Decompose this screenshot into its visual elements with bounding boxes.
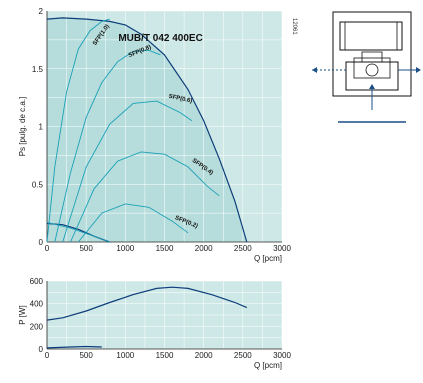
y-tick-label: 600 xyxy=(30,277,44,286)
x-axis-label: Q [pcm] xyxy=(254,361,282,370)
y-tick-label: 0 xyxy=(39,238,44,247)
x-tick-label: 3000 xyxy=(273,244,291,253)
series-SFP(1.0) xyxy=(46,18,110,243)
series-line xyxy=(46,345,102,349)
power-chart: 0 500 1000 1500 2000 2500 3000 0 200 400 600 Q [pcm… xyxy=(18,277,291,370)
x-tick-label: 1500 xyxy=(156,351,174,360)
series-SFP(0.6) xyxy=(62,100,193,243)
x-tick-label: 3000 xyxy=(273,351,291,360)
x-axis-label: Q [pcm] xyxy=(254,254,282,263)
series-line xyxy=(46,221,110,243)
x-tick-label: 1500 xyxy=(156,244,174,253)
x-tick-label: 1000 xyxy=(116,351,134,360)
right-arrow-icon xyxy=(416,67,421,73)
x-tick-label: 2500 xyxy=(234,244,252,253)
series-SFP(0.2) xyxy=(77,203,189,243)
y-tick-label: 1.5 xyxy=(32,65,44,74)
y-axis-label: P [W] xyxy=(18,305,27,324)
x-tick-label: 500 xyxy=(79,351,93,360)
up-arrow-icon xyxy=(369,84,375,89)
x-tick-label: 2000 xyxy=(195,244,213,253)
y-axis-label: Ps [pulg. de c.a.] xyxy=(18,97,27,157)
y-tick-label: 0.5 xyxy=(32,180,44,189)
y-tick-label: 0 xyxy=(39,345,44,354)
unit-diagram xyxy=(312,11,421,123)
left-arrow-icon xyxy=(312,67,317,73)
x-tick-label: 2000 xyxy=(195,351,213,360)
series-line xyxy=(46,286,248,321)
pressure-chart: 0 500 1000 1500 2000 2500 3000 0 0.5 1 1.5 2 Q [pcm]… xyxy=(18,7,297,263)
y-tick-label: 200 xyxy=(30,322,44,331)
y-tick-label: 2 xyxy=(39,7,44,16)
series-SFP(0.4) xyxy=(70,151,220,243)
y-tick-label: 1 xyxy=(39,123,44,132)
y-tick-label: 400 xyxy=(30,300,44,309)
chart-code: 12061 xyxy=(291,18,297,35)
sfp-label: SFP(0.6) xyxy=(168,94,193,105)
x-tick-label: 500 xyxy=(79,244,93,253)
x-tick-label: 0 xyxy=(45,244,50,253)
x-tick-label: 2500 xyxy=(234,351,252,360)
series-line xyxy=(46,17,248,243)
chart-title: MUB/T 042 400EC xyxy=(118,33,202,44)
x-tick-label: 1000 xyxy=(116,244,134,253)
series-SFP(0.8) xyxy=(54,49,161,243)
x-tick-label: 0 xyxy=(45,351,50,360)
